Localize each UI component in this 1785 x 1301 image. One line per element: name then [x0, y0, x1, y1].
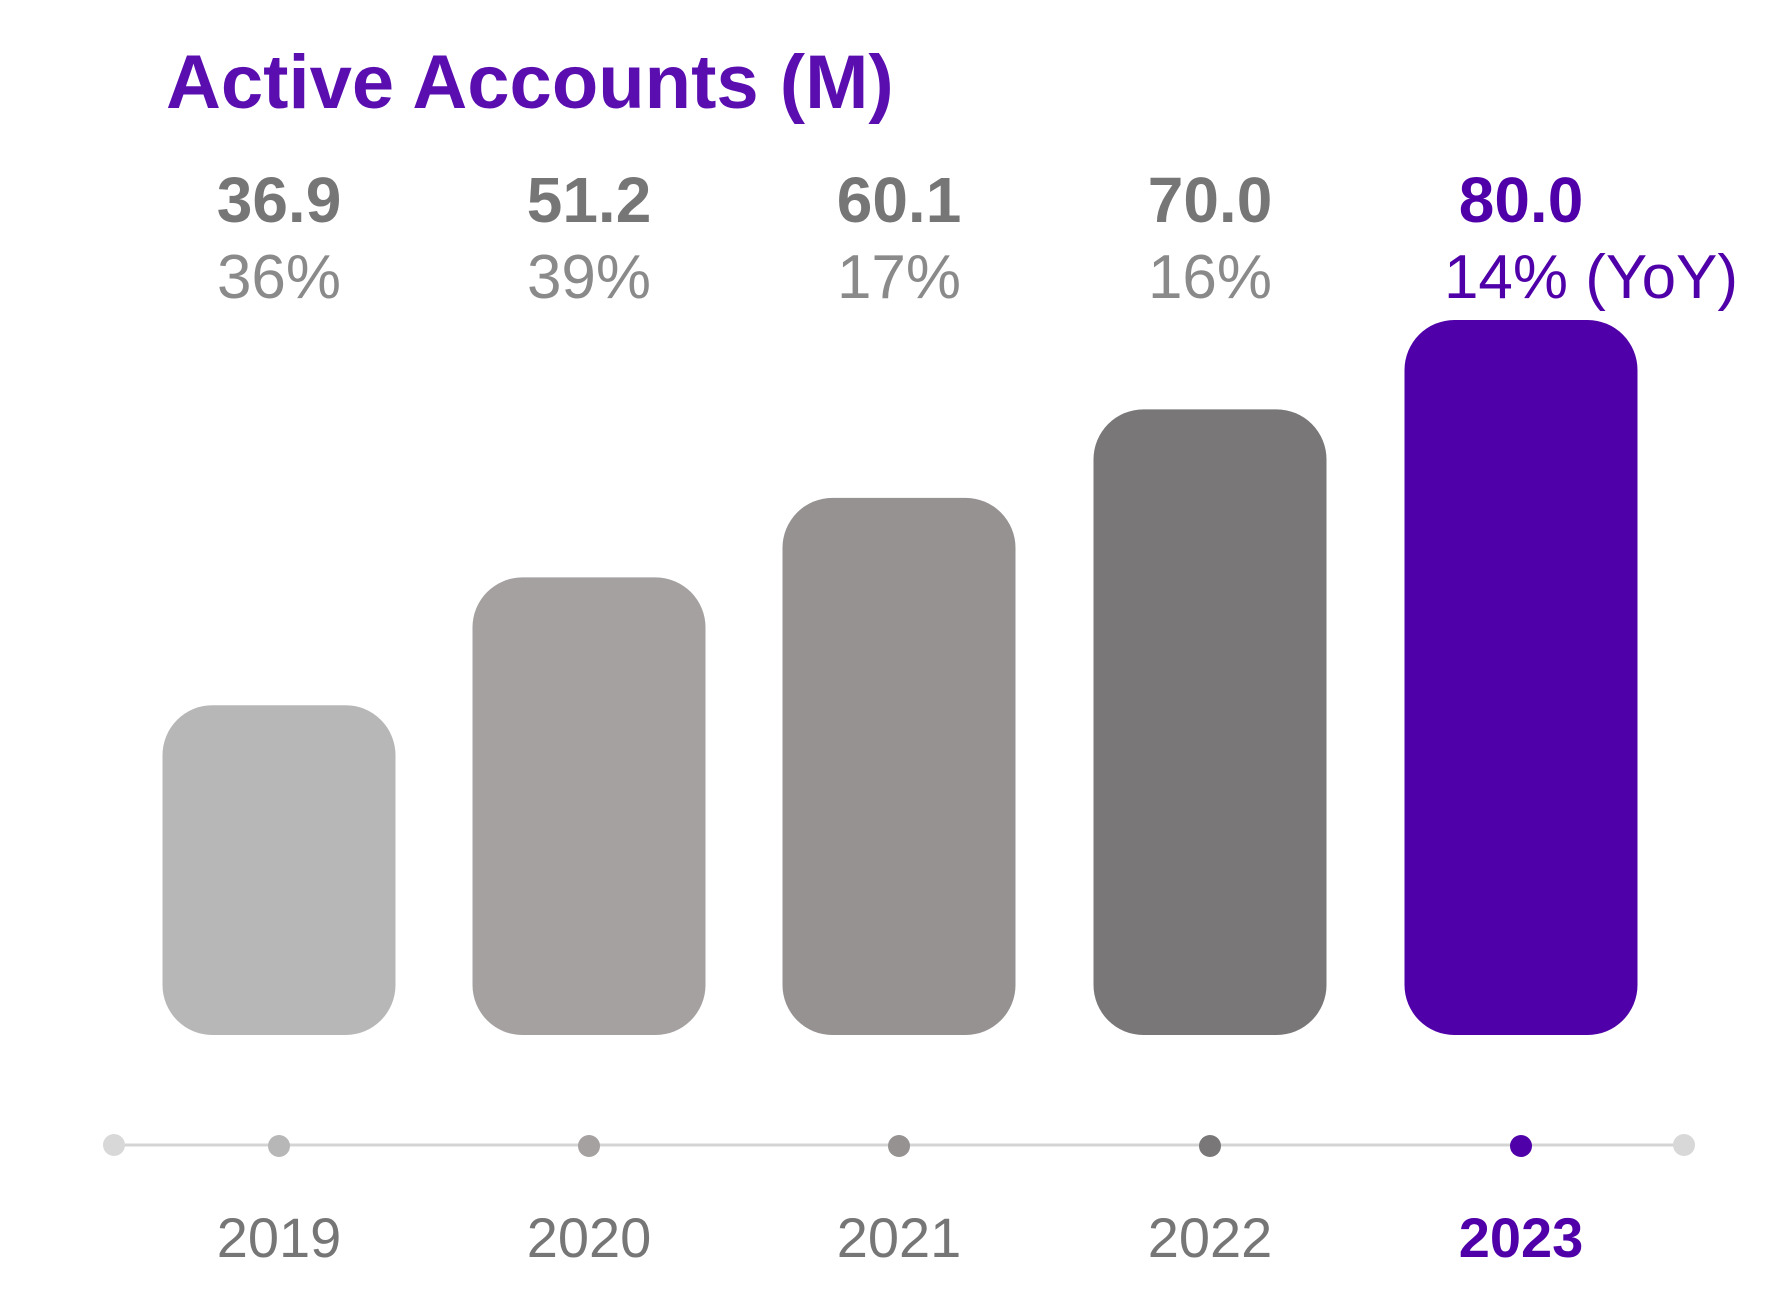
bar [472, 577, 706, 1035]
x-tick-label: 2020 [527, 1206, 652, 1269]
value-label: 51.2 [527, 164, 652, 236]
bar [782, 497, 1016, 1035]
timeline-end [103, 1134, 125, 1156]
value-label: 70.0 [1148, 164, 1273, 236]
timeline-dot [578, 1135, 600, 1157]
timeline-dot [1199, 1135, 1221, 1157]
bar [1404, 320, 1638, 1035]
value-label: 36.9 [217, 164, 342, 236]
growth-label: 36% [217, 243, 341, 312]
value-label: 80.0 [1459, 164, 1584, 236]
growth-label: 17% [837, 243, 961, 312]
growth-label: 16% [1148, 243, 1272, 312]
bar [162, 705, 396, 1035]
x-tick-label: 2022 [1148, 1206, 1273, 1269]
growth-label: 14% (YoY) [1444, 243, 1738, 312]
timeline-dot [1510, 1135, 1532, 1157]
value-label: 60.1 [837, 164, 962, 236]
x-tick-label: 2023 [1459, 1206, 1584, 1269]
bar [1093, 409, 1327, 1035]
timeline-dot [268, 1135, 290, 1157]
growth-label: 39% [527, 243, 651, 312]
timeline-dot [888, 1135, 910, 1157]
timeline-end [1673, 1134, 1695, 1156]
x-tick-label: 2019 [217, 1206, 342, 1269]
x-tick-label: 2021 [837, 1206, 962, 1269]
chart-title: Active Accounts (M) [166, 40, 894, 125]
